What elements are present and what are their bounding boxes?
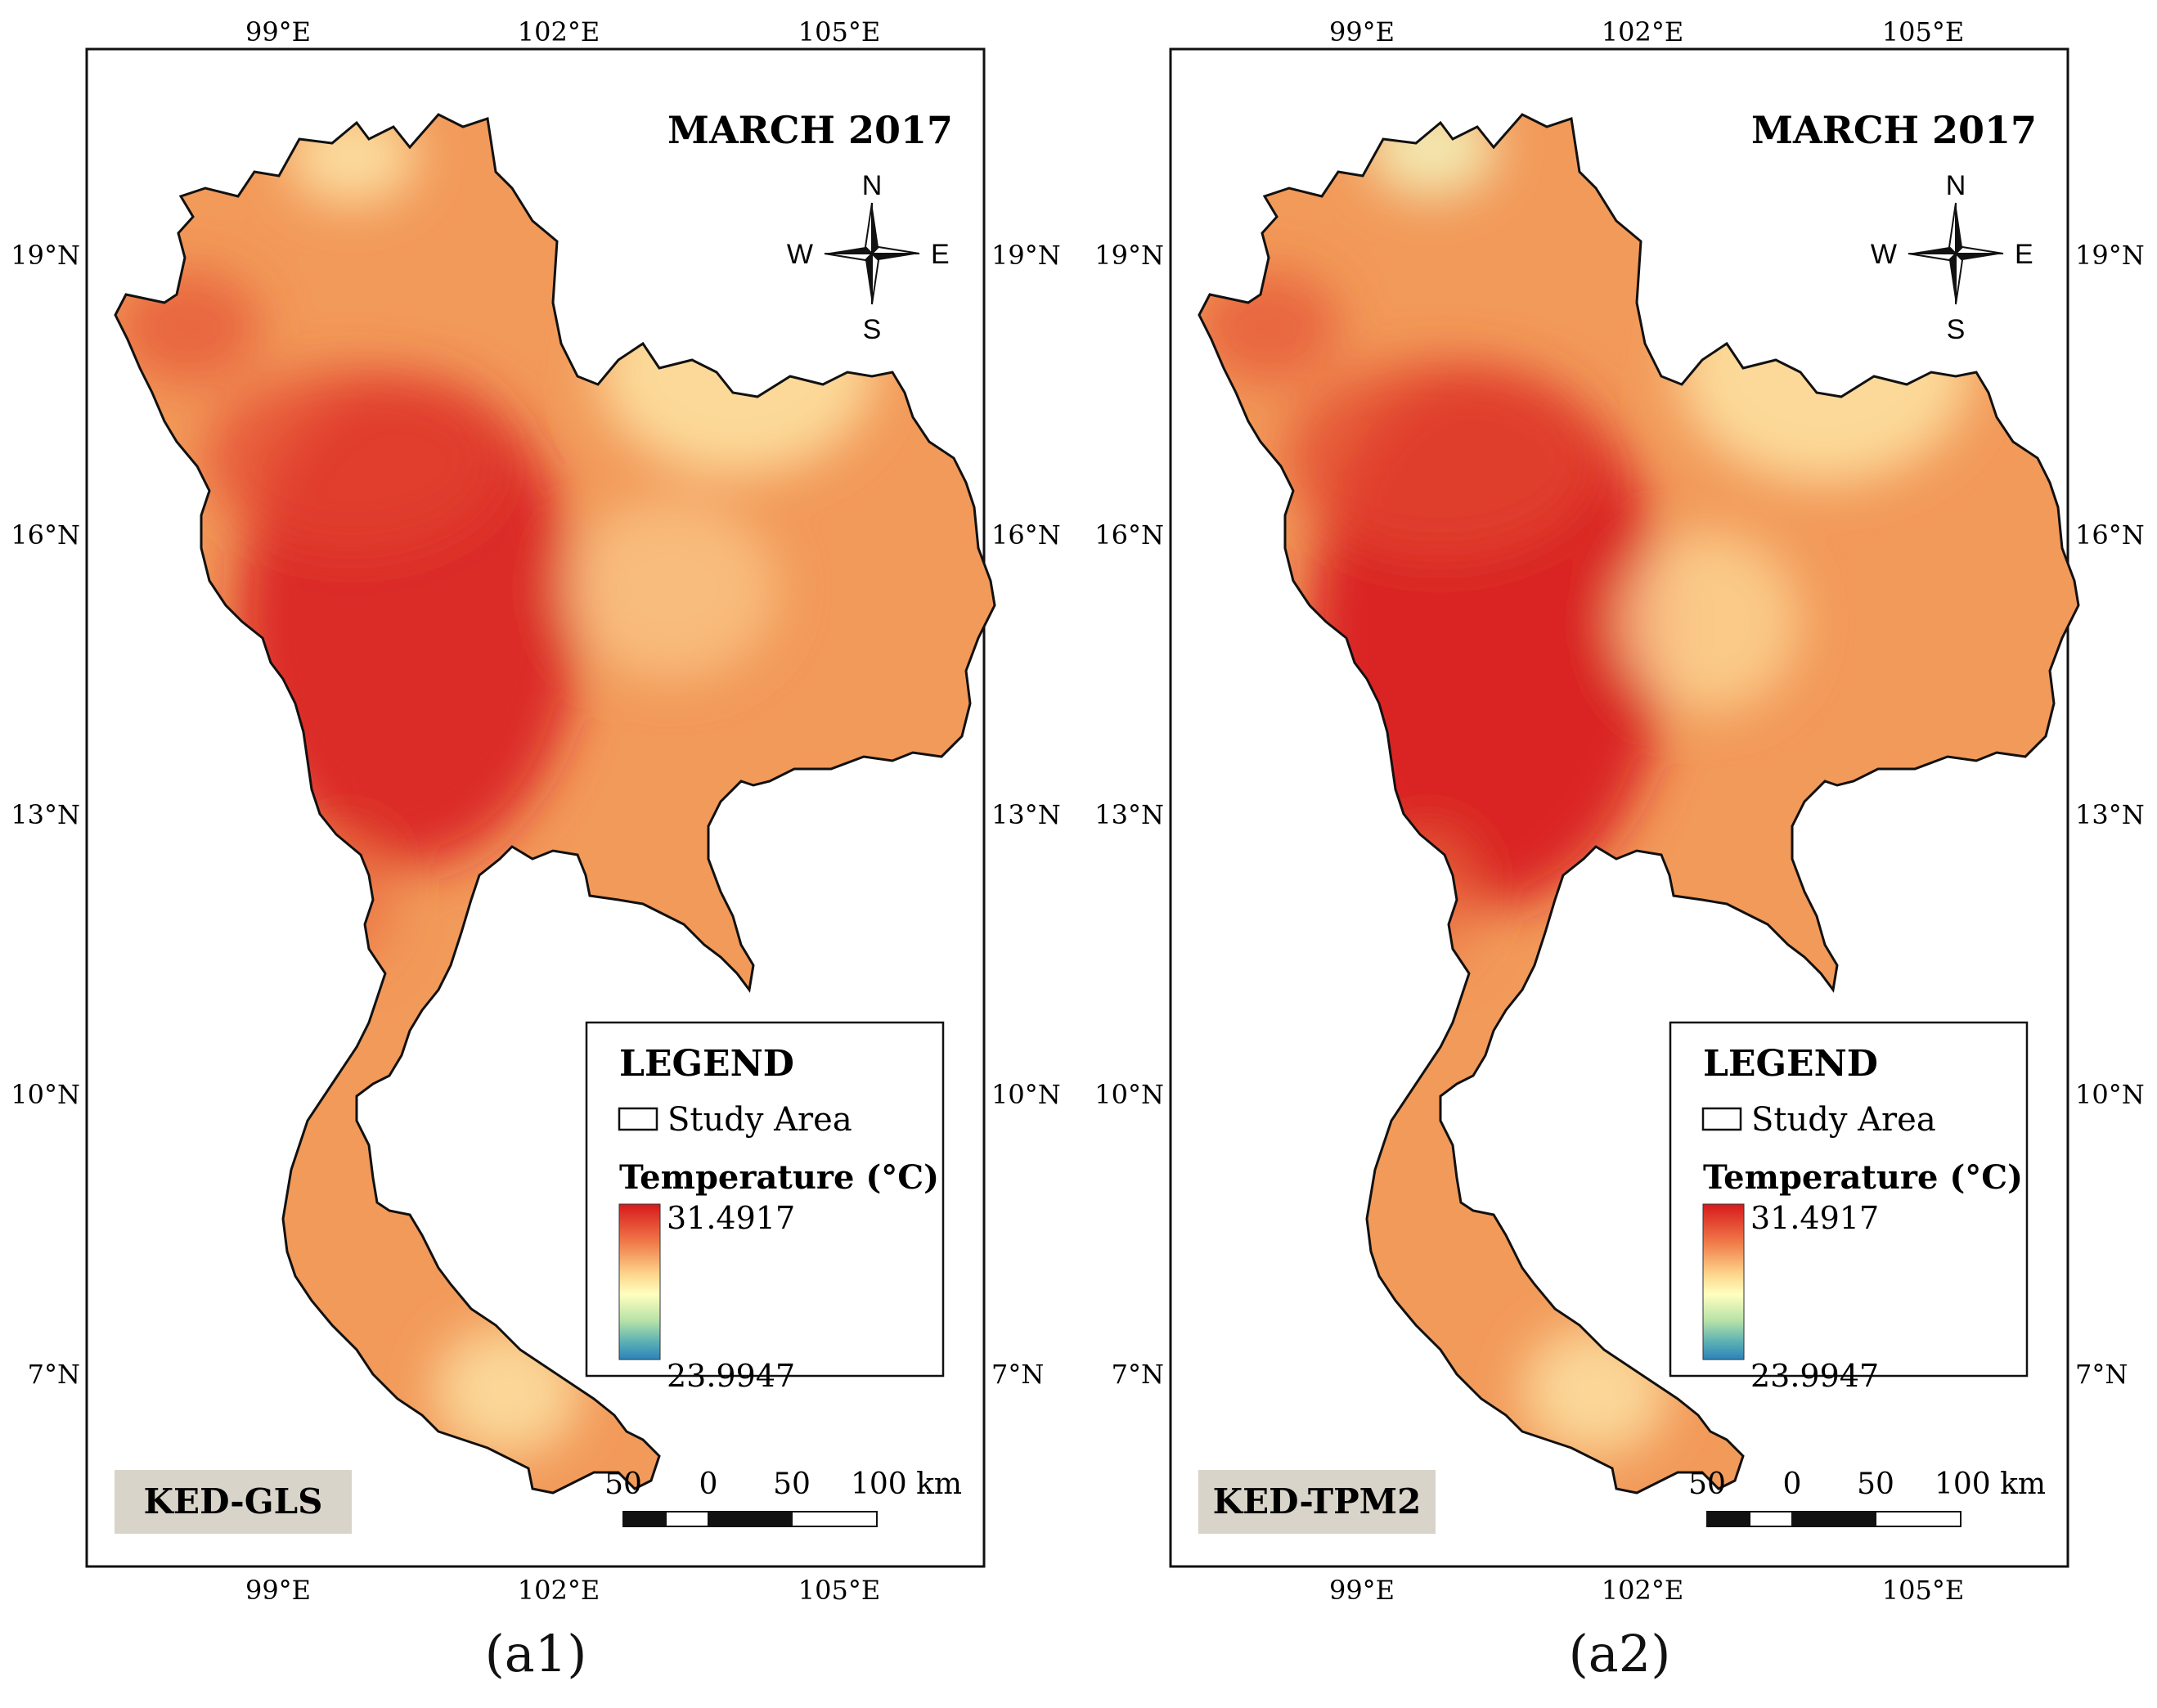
- lon-label: 105°E: [1882, 1575, 1964, 1606]
- map-title: MARCH 2017: [667, 108, 953, 152]
- map-panel-a1: 99°E 102°E 105°E 99°E 102°E 105°E 19°N 1…: [11, 16, 1060, 1606]
- compass-n: N: [1946, 170, 1966, 201]
- color-ramp: [1702, 1203, 1745, 1360]
- map-title: MARCH 2017: [1751, 108, 2037, 152]
- panel-caption-a1: (a1): [484, 1624, 587, 1683]
- lon-label: 99°E: [1329, 16, 1395, 47]
- lon-ticks-top: 99°E 102°E 105°E: [245, 16, 880, 47]
- compass-s: S: [1947, 314, 1966, 345]
- lat-label: 16°N: [1094, 519, 1164, 551]
- temperature-label: Temperature (°C): [1703, 1158, 2023, 1197]
- lon-label: 105°E: [798, 1575, 880, 1606]
- scale-label: 50: [604, 1468, 642, 1501]
- lat-label: 10°N: [1094, 1079, 1164, 1110]
- color-ramp: [618, 1203, 661, 1360]
- lon-ticks-top: 99°E 102°E 105°E: [1329, 16, 1964, 47]
- lat-label: 7°N: [2075, 1359, 2128, 1390]
- lat-label: 10°N: [11, 1079, 80, 1110]
- lat-label: 16°N: [991, 519, 1061, 551]
- lat-label: 16°N: [2075, 519, 2145, 551]
- lon-label: 99°E: [245, 1575, 311, 1606]
- legend-max: 31.4917: [1750, 1200, 1879, 1236]
- method-label-box: KED-TPM2: [1198, 1470, 1436, 1534]
- scale-label: 50: [1857, 1468, 1894, 1501]
- lon-label: 102°E: [1602, 16, 1683, 47]
- scale-bar: 50 0 50 100 km: [1688, 1468, 2046, 1527]
- legend-min: 23.9947: [1750, 1358, 1879, 1394]
- lat-label: 13°N: [11, 799, 80, 830]
- scale-label: 0: [699, 1468, 718, 1501]
- lat-ticks-right: 19°N 16°N 13°N 10°N 7°N: [991, 240, 1061, 1390]
- compass-w: W: [787, 239, 813, 270]
- lon-label: 99°E: [245, 16, 311, 47]
- study-area-label: Study Area: [1751, 1101, 1936, 1139]
- lat-label: 10°N: [991, 1079, 1061, 1110]
- lat-label: 7°N: [991, 1359, 1044, 1390]
- lat-ticks-left: 19°N 16°N 13°N 10°N 7°N: [1094, 240, 1164, 1390]
- legend-box: LEGEND Study Area Temperature (°C) 31.49…: [585, 1021, 945, 1394]
- lon-label: 102°E: [518, 1575, 600, 1606]
- lat-label: 16°N: [11, 519, 80, 551]
- lat-label: 19°N: [1094, 240, 1164, 271]
- lon-label: 102°E: [518, 16, 600, 47]
- compass-e: E: [931, 239, 950, 270]
- lat-label: 13°N: [991, 799, 1061, 830]
- temperature-label: Temperature (°C): [619, 1158, 939, 1197]
- legend-max: 31.4917: [667, 1200, 795, 1236]
- scale-label: 0: [1783, 1468, 1802, 1501]
- scale-bar: 50 0 50 100 km: [604, 1468, 962, 1527]
- lat-label: 7°N: [1112, 1359, 1164, 1390]
- lon-ticks-bottom: 99°E 102°E 105°E: [1329, 1575, 1964, 1606]
- study-area-swatch: [618, 1107, 658, 1131]
- lat-label: 19°N: [2075, 240, 2145, 271]
- lon-label: 99°E: [1329, 1575, 1395, 1606]
- compass-s: S: [863, 314, 882, 345]
- legend-heading: LEGEND: [619, 1043, 794, 1085]
- scale-label: 50: [1688, 1468, 1726, 1501]
- legend-box: LEGEND Study Area Temperature (°C) 31.49…: [1669, 1021, 2029, 1394]
- lat-label: 19°N: [991, 240, 1061, 271]
- method-label-box: KED-GLS: [115, 1470, 352, 1534]
- lon-label: 105°E: [798, 16, 880, 47]
- lat-ticks-left: 19°N 16°N 13°N 10°N 7°N: [11, 240, 80, 1390]
- lat-label: 7°N: [28, 1359, 80, 1390]
- map-panel-a2: 99°E 102°E 105°E 99°E 102°E 105°E 19°N 1…: [1094, 16, 2144, 1606]
- legend-heading: LEGEND: [1703, 1043, 1878, 1085]
- method-label: KED-GLS: [144, 1481, 323, 1521]
- compass-n: N: [862, 170, 883, 201]
- lat-label: 19°N: [11, 240, 80, 271]
- lat-label: 10°N: [2075, 1079, 2145, 1110]
- lat-ticks-right: 19°N 16°N 13°N 10°N 7°N: [2075, 240, 2145, 1390]
- lon-ticks-bottom: 99°E 102°E 105°E: [245, 1575, 880, 1606]
- legend-min: 23.9947: [667, 1358, 795, 1394]
- compass-w: W: [1871, 239, 1897, 270]
- lon-label: 102°E: [1602, 1575, 1683, 1606]
- panel-caption-a2: (a2): [1568, 1624, 1671, 1683]
- study-area-label: Study Area: [667, 1101, 852, 1139]
- scale-label: 50: [773, 1468, 811, 1501]
- compass-rose: N S E W: [1871, 170, 2033, 345]
- lat-label: 13°N: [2075, 799, 2145, 830]
- scale-label: 100 km: [851, 1468, 962, 1501]
- lat-label: 13°N: [1094, 799, 1164, 830]
- study-area-swatch: [1701, 1107, 1742, 1131]
- compass-e: E: [2015, 239, 2033, 270]
- method-label: KED-TPM2: [1213, 1481, 1422, 1521]
- scale-label: 100 km: [1935, 1468, 2046, 1501]
- compass-rose: N S E W: [787, 170, 950, 345]
- lon-label: 105°E: [1882, 16, 1964, 47]
